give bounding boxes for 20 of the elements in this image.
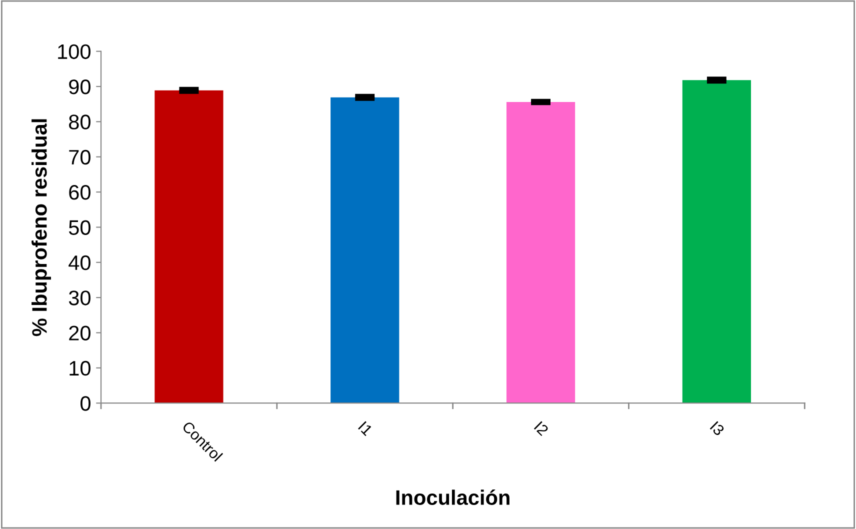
bar [682,80,751,404]
y-tick-label: 40 [68,255,90,270]
y-tick-label: 10 [70,360,90,376]
y-tick-label: 50 [68,220,90,235]
y-tick-label: 20 [69,326,90,340]
y-tick-label: 90 [69,79,90,94]
x-tick-label: I3 [710,421,725,436]
x-axis-title: Inoculación [396,489,510,505]
y-tick-label: 100 [58,44,90,60]
y-tick-label: 30 [68,290,90,306]
bar [154,90,224,404]
y-tick-label: 80 [69,114,90,130]
bar [330,97,400,404]
bar [506,102,576,404]
x-tick-label: I1 [358,421,373,436]
y-axis-title: % Ibuprofeno residual [32,119,51,336]
x-tick-label: I2 [534,421,549,436]
y-tick-label: 60 [69,185,90,200]
y-tick-label: 70 [69,150,90,165]
y-tick-label: 0 [80,396,90,411]
